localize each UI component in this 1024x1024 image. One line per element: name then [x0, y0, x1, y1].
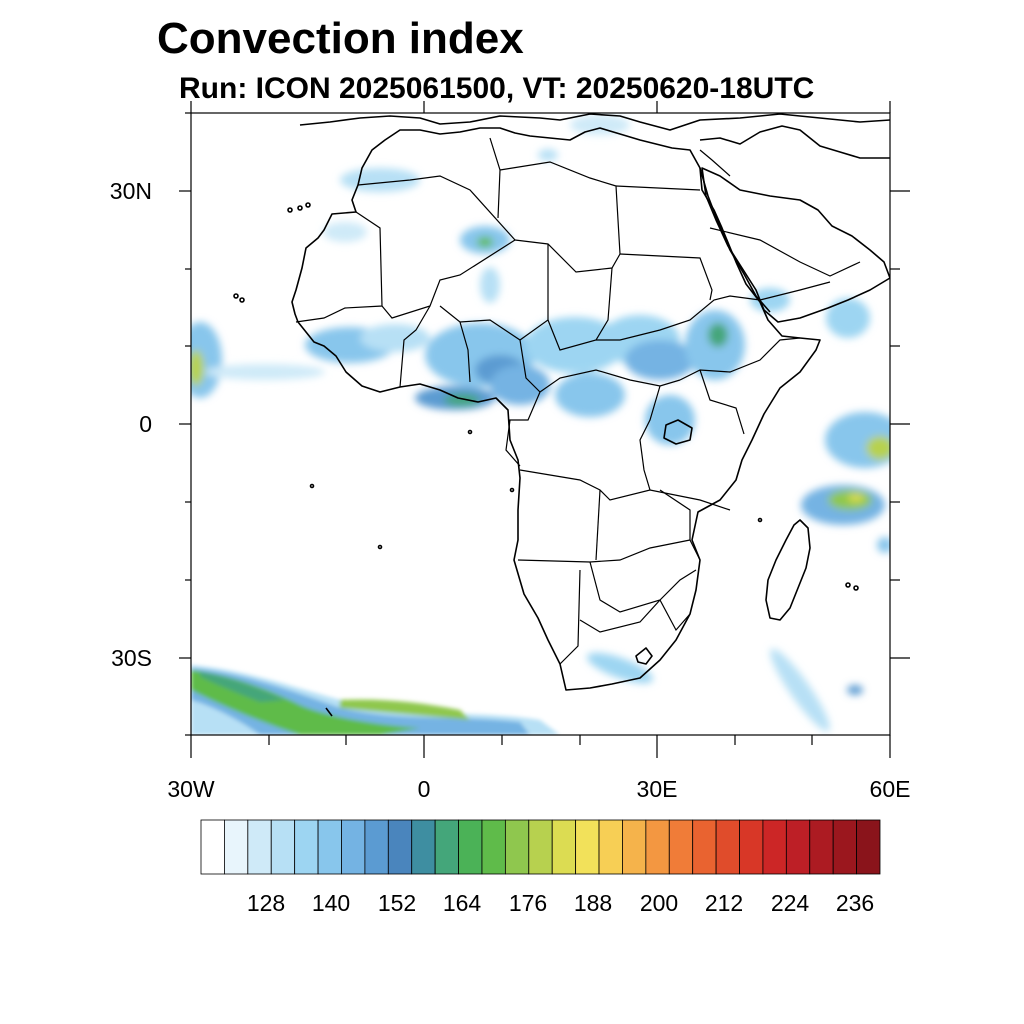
- convection-cell-ethiopia-core: [708, 323, 728, 347]
- colorbar-swatch: [832, 819, 857, 875]
- colorbar-swatch: [645, 819, 670, 875]
- convection-cell-sahel-west2: [360, 324, 430, 352]
- colorbar-label: 188: [573, 890, 613, 916]
- colorbar-swatch: [434, 819, 459, 875]
- convection-cell-gulf-guinea-core: [444, 394, 480, 406]
- colorbar-swatch: [504, 819, 530, 875]
- colorbar-swatch: [622, 819, 647, 875]
- madagascar-coastline: [765, 519, 811, 621]
- colorbar-swatch: [341, 819, 366, 875]
- colorbar-swatch: [294, 819, 319, 875]
- colorbar-swatch: [575, 819, 600, 875]
- colorbar-label: 224: [770, 890, 810, 916]
- convection-cell-atlantic-west-core: [191, 350, 204, 386]
- colorbar-label: 164: [442, 890, 482, 916]
- colorbar-swatch: [270, 819, 296, 875]
- convection-cell-lake-victoria: [645, 395, 695, 445]
- convection-cell-yemen: [750, 288, 790, 312]
- colorbar-label: 128: [246, 890, 286, 916]
- convection-cell-southern-indian-band: [770, 648, 830, 732]
- colorbar-swatch: [668, 819, 694, 875]
- colorbar-swatch: [598, 819, 623, 875]
- convection-cell-car: [555, 373, 625, 417]
- colorbar-swatch: [551, 819, 577, 875]
- convection-cell-indian-ocean-se-peak: [848, 494, 864, 502]
- colorbar-label: 236: [835, 890, 875, 916]
- map-frame: [190, 112, 891, 736]
- coastlines: [233, 113, 890, 717]
- national-borders: [295, 137, 861, 665]
- colorbar-label: 140: [311, 890, 351, 916]
- colorbar-swatch: [715, 819, 740, 875]
- axis-ticks: [179, 101, 910, 758]
- map-subtitle: Run: ICON 2025061500, VT: 20250620-18UTC: [179, 72, 815, 105]
- colorbar-label: 176: [508, 890, 548, 916]
- convection-cell-mali: [323, 222, 367, 242]
- lesotho: [635, 647, 653, 665]
- colorbar-swatch: [224, 819, 249, 875]
- lake-victoria: [663, 419, 693, 445]
- colorbar-swatch: [739, 819, 764, 875]
- convection-cell-egypt-coast: [538, 149, 558, 161]
- convection-cell-atlantic-west-streak: [205, 364, 325, 380]
- arabia-north: [699, 125, 890, 159]
- convection-cell-indian-ocean-east-core: [866, 436, 890, 460]
- convection-cell-central-africa: [525, 317, 625, 373]
- lon-label-30e: 30E: [636, 776, 678, 802]
- red-sea-coast: [699, 167, 771, 313]
- convection-cell-cameroon: [490, 365, 550, 405]
- africa-coastline: [291, 127, 821, 691]
- europe-coast: [299, 113, 890, 131]
- colorbar-swatch: [200, 819, 225, 875]
- colorbar-swatch: [458, 819, 483, 875]
- colorbar-swatch: [809, 819, 834, 875]
- convection-cell-southern-indian-band-core: [847, 685, 863, 695]
- colorbar-swatch: [692, 819, 717, 875]
- lon-label-30w: 30W: [167, 776, 215, 802]
- colorbar-swatch: [856, 819, 881, 875]
- convection-cell-niger-north: [480, 267, 500, 303]
- colorbar-swatch: [317, 819, 342, 875]
- colorbar-swatch: [364, 819, 389, 875]
- lat-label-0: 0: [139, 411, 152, 437]
- lat-label-30n: 30N: [109, 178, 152, 204]
- convection-cell-indian-ocean-east: [825, 412, 890, 468]
- colorbar-swatch: [785, 819, 811, 875]
- colorbar-swatch: [762, 819, 787, 875]
- lon-label-0: 0: [417, 776, 431, 802]
- arabia-coastline: [701, 167, 890, 323]
- convection-cell-south-africa: [586, 652, 654, 684]
- colorbar-swatch: [411, 819, 436, 875]
- colorbar: [200, 819, 881, 875]
- lat-label-30s: 30S: [111, 645, 152, 671]
- convection-cell-arabian-sea: [826, 298, 870, 338]
- colorbar-swatch: [247, 819, 272, 875]
- convection-cell-mediterranean: [570, 115, 630, 135]
- convection-cell-algeria-core: [477, 237, 493, 247]
- lon-label-60e: 60E: [869, 776, 911, 802]
- colorbar-label: 152: [377, 890, 417, 916]
- convection-field: [191, 115, 890, 735]
- colorbar-swatch: [528, 819, 553, 875]
- convection-cell-indian-ocean-south: [877, 537, 890, 553]
- colorbar-label: 212: [704, 890, 744, 916]
- map-title: Convection index: [157, 14, 524, 63]
- colorbar-swatch: [387, 819, 413, 875]
- colorbar-swatch: [481, 819, 506, 875]
- colorbar-label: 200: [639, 890, 679, 916]
- convection-cell-sudan: [625, 340, 695, 380]
- south-atlantic-front: [191, 665, 560, 735]
